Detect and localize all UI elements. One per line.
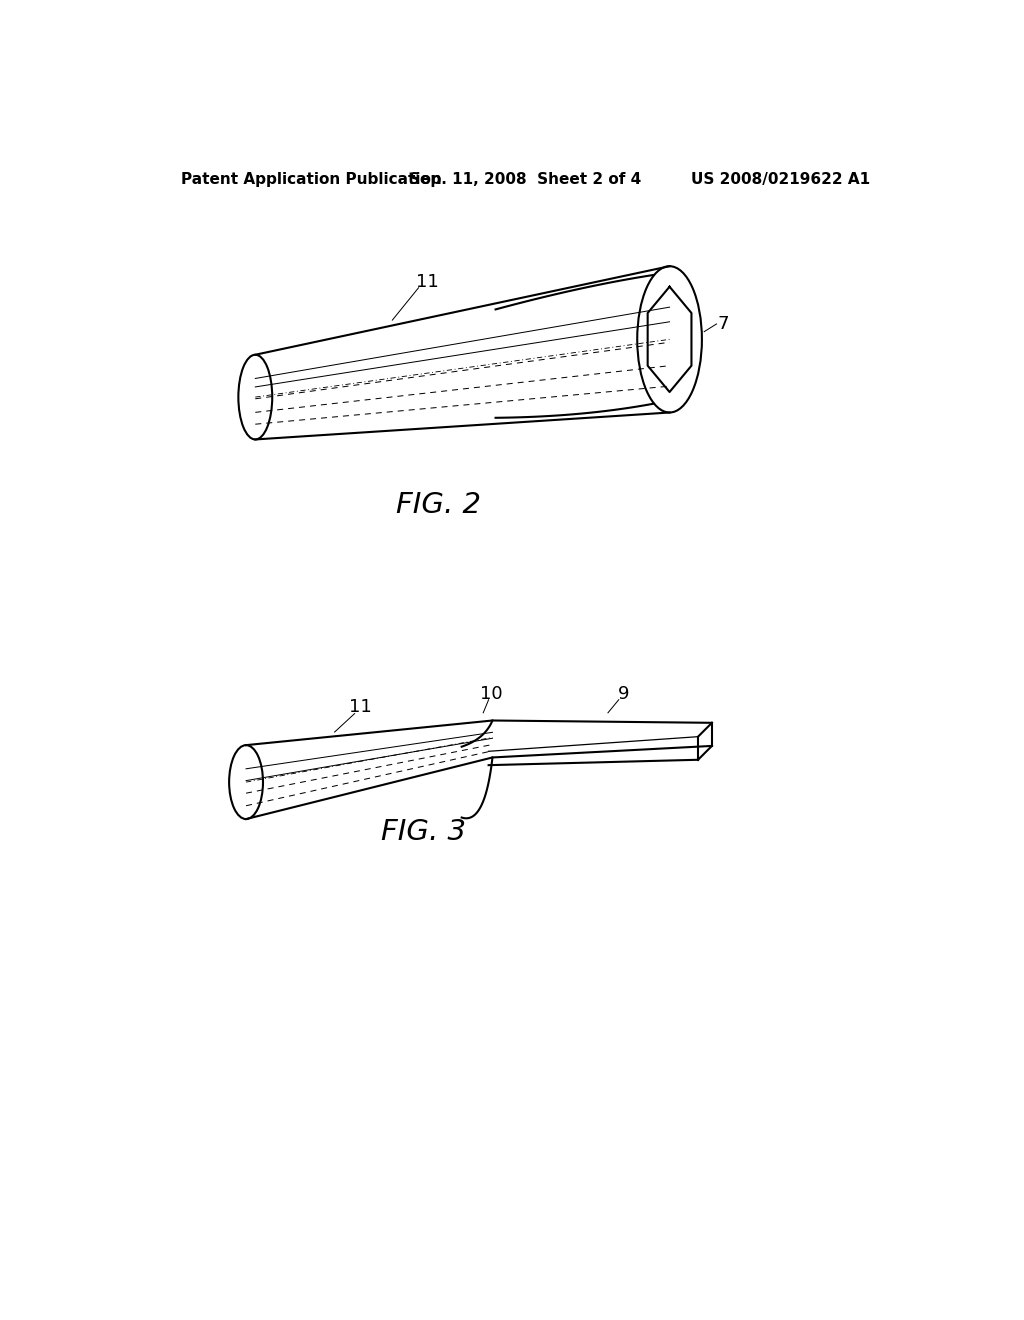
Text: 7: 7 [718,315,729,333]
Text: Sep. 11, 2008  Sheet 2 of 4: Sep. 11, 2008 Sheet 2 of 4 [409,172,641,186]
Text: US 2008/0219622 A1: US 2008/0219622 A1 [690,172,869,186]
Text: 10: 10 [479,685,502,702]
Text: FIG. 2: FIG. 2 [396,491,481,519]
Text: 11: 11 [416,273,438,290]
Text: 9: 9 [617,685,629,702]
Text: Patent Application Publication: Patent Application Publication [180,172,441,186]
Text: 11: 11 [348,698,372,717]
Text: FIG. 3: FIG. 3 [381,818,466,846]
